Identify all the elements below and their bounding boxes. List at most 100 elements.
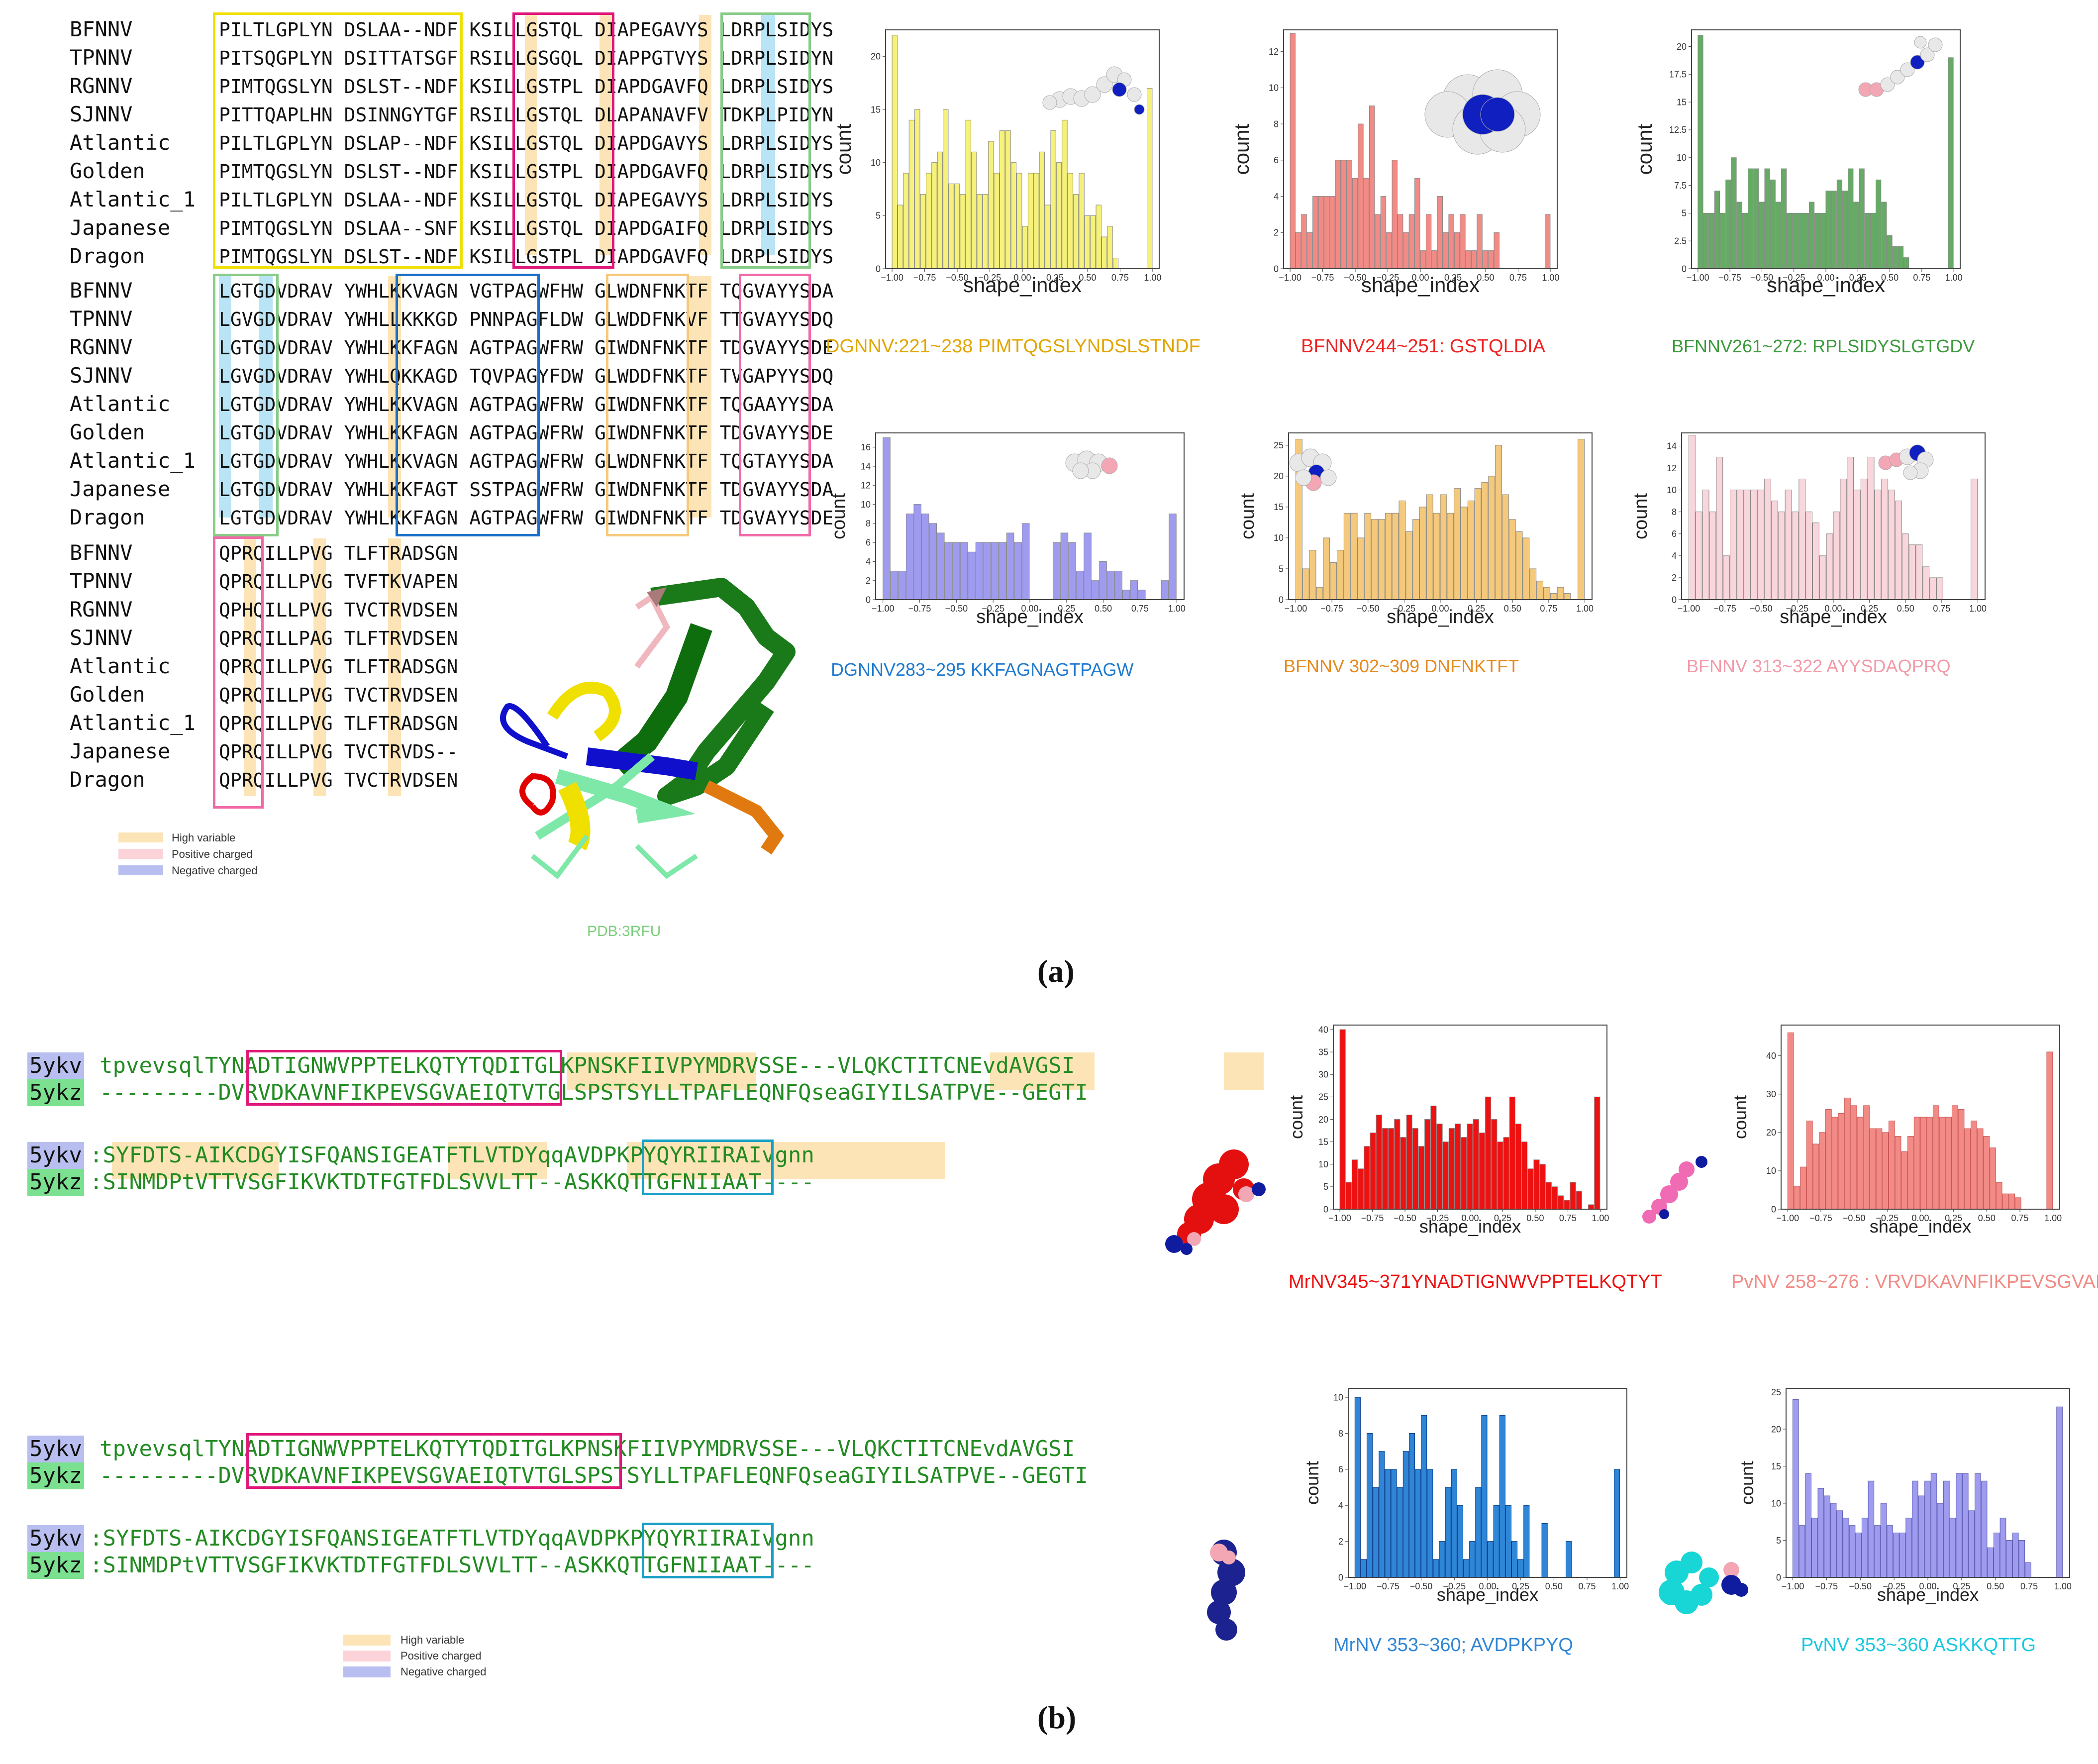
histogram-bfnnv-302-309: −1.00 −0.75 −0.50 −0.25 0.00 0.25 0.50 0.75 1.00… (1237, 432, 1594, 627)
histogram-bar (1901, 533, 1909, 600)
histogram-bar (1056, 162, 1062, 269)
legend-swatch-negative (118, 865, 163, 875)
histogram-bar (991, 542, 999, 600)
y-tick-label: 10 (1269, 83, 1279, 93)
histogram-bar (1420, 250, 1426, 269)
molecule-atom (1903, 465, 1918, 480)
histogram-bar (1499, 1415, 1505, 1578)
sequence-name: Dragon (70, 505, 145, 529)
y-tick-label: 10 (861, 500, 871, 510)
histogram-bar (1090, 215, 1096, 269)
histogram-bar (1352, 178, 1358, 269)
histogram-bar (892, 35, 898, 269)
histogram-bar (944, 542, 953, 600)
histogram-bar (1533, 1159, 1540, 1210)
region-box (213, 274, 279, 536)
sequence-row: QPRQILLPVG TLFTRADSGN (219, 713, 458, 734)
histogram-bar (1920, 1117, 1927, 1210)
x-tick-label: 1.00 (1611, 1581, 1629, 1591)
histogram-bar (1825, 191, 1831, 269)
y-tick-label: 4 (1274, 192, 1279, 202)
highlight-column (599, 15, 612, 255)
sequence-row: LGTGDVDRAV YWHLKKVAGN AGTPAGWFRW GLWDNFN… (219, 450, 834, 472)
x-tick-label: 0.00 (1461, 1213, 1479, 1223)
histogram-bar (2018, 1540, 2025, 1578)
y-tick-label: 2 (866, 576, 871, 586)
histogram-bar (1455, 1124, 1461, 1210)
x-tick-label: −0.50 (1849, 1581, 1872, 1591)
histogram-bar (1820, 212, 1826, 269)
x-tick-label: 0.75 (1578, 1581, 1596, 1591)
histogram-bar (1814, 212, 1820, 269)
y-axis-label: count (1737, 1461, 1757, 1505)
x-tick-label: 0.25 (1046, 273, 1064, 283)
region-box (246, 1433, 622, 1489)
histogram-bar (1445, 1487, 1451, 1578)
histogram-bar (1948, 57, 1954, 269)
x-tick-label: 1.00 (2044, 1213, 2062, 1223)
histogram-bar (1022, 226, 1028, 269)
histogram-bar (1079, 173, 1085, 269)
sequence-row: PITSQGPLYN DSITTATSGF RSILLGSGQL DIAPPGT… (219, 47, 834, 69)
histogram-bar (1481, 1415, 1488, 1578)
histogram-bar (1759, 202, 1765, 269)
histogram-bar (1433, 1559, 1439, 1578)
histogram-bar (1849, 1525, 1856, 1578)
histogram-bar (908, 119, 915, 269)
histogram-bar (1302, 568, 1309, 600)
histogram-bar (1764, 168, 1770, 269)
histogram-bar (1614, 1469, 1620, 1578)
histogram-bar (1785, 490, 1792, 600)
highlight-region (627, 1142, 945, 1179)
histogram-bar (1736, 490, 1744, 600)
histogram-bar (1723, 555, 1730, 600)
x-tick-label: 0.00 (1824, 604, 1842, 614)
histogram-bar (1536, 581, 1543, 600)
histogram-bar (1588, 1204, 1595, 1210)
y-tick-label: 15 (1677, 97, 1687, 107)
histogram-bar (1084, 532, 1092, 600)
y-tick-label: 0 (1279, 595, 1284, 605)
x-tick-label: 0.75 (1111, 273, 1129, 283)
x-tick-label: −1.00 (872, 604, 895, 614)
histogram-bar (1929, 577, 1936, 600)
x-tick-label: 0.75 (1131, 604, 1149, 614)
histogram-bar (1888, 490, 1895, 600)
histogram-bar (1460, 507, 1468, 600)
histogram-bar (1792, 212, 1798, 269)
histogram-bar (1800, 1166, 1806, 1210)
histogram-bar (1892, 246, 1898, 269)
histogram-bar (1792, 512, 1799, 600)
histogram-bar (1067, 173, 1073, 269)
x-tick-label: 0.75 (1509, 273, 1527, 283)
histogram-bar (1922, 566, 1930, 600)
sequence-row: LGVGDVDRAV YWHLQKKAGD TQVPAGYFDW GLWDDFN… (219, 365, 834, 387)
caption-a1: BFNNV244~251: GSTQLDIA (1301, 336, 1546, 357)
histogram-bar (1016, 173, 1022, 269)
histogram-bar (1419, 507, 1426, 600)
histogram-bar (1479, 1133, 1485, 1210)
histogram-bar (1399, 500, 1406, 600)
histogram-bar (1509, 1096, 1515, 1210)
y-tick-label: 12 (1667, 463, 1677, 473)
histogram-bar (1494, 232, 1499, 269)
x-tick-label: −1.00 (1687, 273, 1709, 283)
histogram-bar (1364, 513, 1372, 600)
histogram-bar (1403, 232, 1409, 269)
sequence-row: QPRQILLPVG TVCTRVDSEN (219, 684, 458, 706)
histogram-bar (1881, 479, 1889, 600)
histogram-bar (1005, 130, 1011, 269)
sequence-row: tpvevsqlTYNADTIGNWVPPTELKQTYTQDITGLKPNSK… (100, 1436, 1075, 1461)
histogram-bar (1341, 160, 1347, 269)
histogram-bar (1905, 1518, 1912, 1578)
histogram-bar (1863, 1105, 1870, 1210)
histogram-bar (1421, 1415, 1427, 1578)
histogram-bar (1558, 1195, 1564, 1210)
sequence-name: Atlantic (70, 130, 171, 155)
y-tick-label: 15 (1318, 1137, 1328, 1147)
region-box (512, 12, 614, 269)
histogram-bar (1485, 1096, 1492, 1210)
x-tick-label: 0.25 (1849, 273, 1867, 283)
histogram-bar (1430, 1105, 1437, 1210)
histogram-bar (1576, 1191, 1582, 1210)
